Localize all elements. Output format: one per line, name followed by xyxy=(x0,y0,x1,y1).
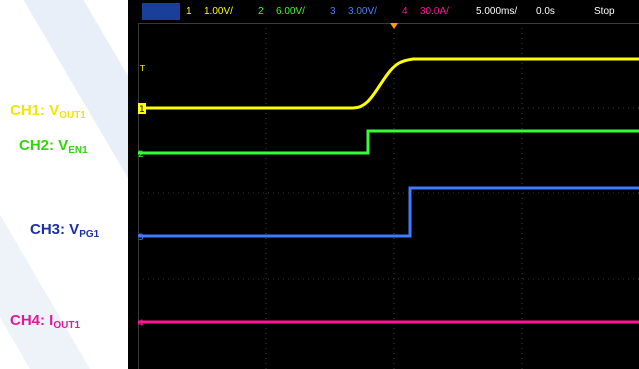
ch1-waveform xyxy=(138,57,639,110)
ch1-scale: 1.00V/ xyxy=(204,6,233,17)
ch4-number: 4 xyxy=(402,6,408,17)
ch3-waveform xyxy=(138,186,639,238)
ch2-waveform xyxy=(138,129,639,155)
ch1-marker-number: 1 xyxy=(139,105,145,115)
ch4-scale: 30.0A/ xyxy=(420,6,449,17)
ch3-number: 3 xyxy=(330,6,336,17)
run-indicator xyxy=(142,3,180,20)
oscilloscope-display: 1 1.00V/ 2 6.00V/ 3 3.00V/ 4 30.0A/ 5.00… xyxy=(128,0,639,369)
trigger-level-marker: T xyxy=(139,64,145,73)
ch1-label: CH1: VOUT1 xyxy=(10,102,86,121)
delay-readout: 0.0s xyxy=(536,6,555,17)
ch4-marker-number: 4 xyxy=(138,319,144,329)
timebase-readout: 5.000ms/ xyxy=(476,6,518,17)
run-state: Stop xyxy=(594,6,615,17)
trigger-position-marker xyxy=(390,23,398,29)
graticule xyxy=(138,23,639,369)
ch2-number: 2 xyxy=(258,6,264,17)
ch3-marker-number: 3 xyxy=(138,233,144,243)
ch1-ground-marker xyxy=(138,103,146,114)
ch2-marker-number: 2 xyxy=(138,150,144,160)
ch3-scale: 3.00V/ xyxy=(348,6,377,17)
ch1-number: 1 xyxy=(186,6,192,17)
ch2-scale: 6.00V/ xyxy=(276,6,305,17)
ch3-label: CH3: VPG1 xyxy=(30,221,100,240)
waveform-screen: 1 2 3 4 T xyxy=(138,23,639,369)
ch2-label: CH2: VEN1 xyxy=(19,137,88,156)
scope-status-bar: 1 1.00V/ 2 6.00V/ 3 3.00V/ 4 30.0A/ 5.00… xyxy=(128,0,639,23)
ch4-label: CH4: IOUT1 xyxy=(10,312,81,331)
